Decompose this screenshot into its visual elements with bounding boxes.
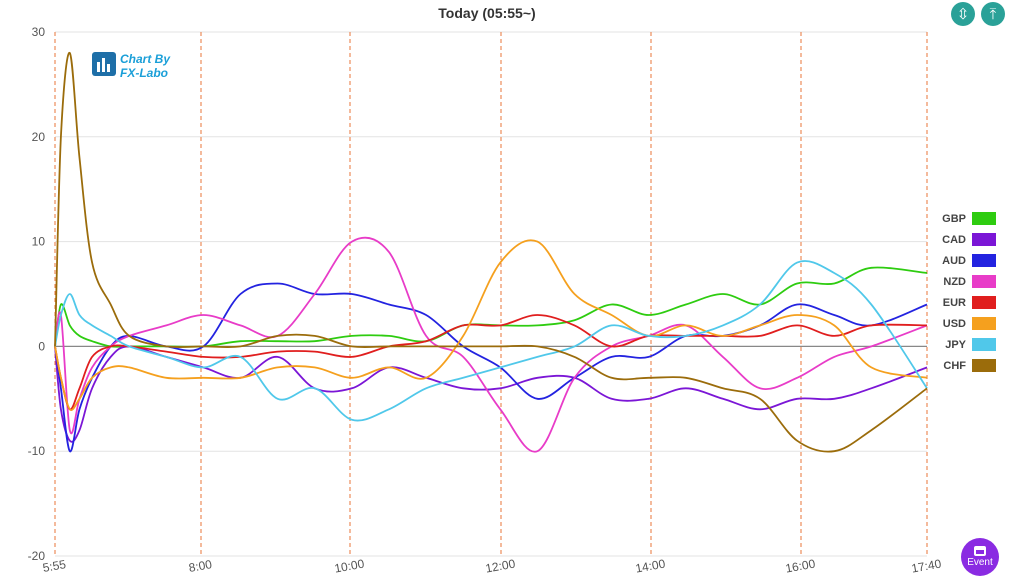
series-lines <box>54 52 928 453</box>
logo: Chart By FX-Labo <box>92 52 171 80</box>
x-tick-label: 5:55 <box>42 557 68 575</box>
x-tick-label: 12:00 <box>484 557 516 576</box>
legend-label: USD <box>943 318 966 330</box>
y-axis: -20 -10 0 10 20 30 <box>28 25 46 563</box>
logo-line-2: FX-Labo <box>120 66 168 80</box>
legend-swatch <box>972 254 996 267</box>
legend-swatch <box>972 212 996 225</box>
logo-line-1: Chart By <box>120 52 171 66</box>
expand-top-icon: ⤒ <box>989 5 997 23</box>
legend-item-chf[interactable]: CHF <box>943 359 996 372</box>
expand-top-button[interactable]: ⤒ <box>981 2 1005 26</box>
y-tick-label: 10 <box>32 235 46 249</box>
event-button[interactable]: Event <box>961 538 999 576</box>
legend-item-nzd[interactable]: NZD <box>943 275 996 288</box>
legend: GBP CAD AUD NZD EUR USD JPY CHF <box>942 212 996 372</box>
event-button-label: Event <box>967 557 993 568</box>
legend-swatch <box>972 296 996 309</box>
legend-item-jpy[interactable]: JPY <box>945 338 996 351</box>
legend-swatch <box>972 233 996 246</box>
chart-title: Today (05:55~) <box>438 5 535 21</box>
series-line-nzd <box>54 236 928 453</box>
legend-swatch <box>972 317 996 330</box>
legend-item-eur[interactable]: EUR <box>943 296 996 309</box>
legend-swatch <box>972 275 996 288</box>
series-line-aud <box>54 282 928 453</box>
x-axis: 5:55 8:00 10:00 12:00 14:00 16:00 17:40 <box>42 557 943 576</box>
x-tick-label: 14:00 <box>634 557 666 576</box>
series-line-chf <box>54 52 928 453</box>
series-line-eur <box>54 314 928 411</box>
legend-label: EUR <box>943 297 966 309</box>
legend-item-cad[interactable]: CAD <box>942 233 996 246</box>
y-tick-label: -10 <box>28 444 46 458</box>
legend-item-usd[interactable]: USD <box>943 317 996 330</box>
x-tick-label: 16:00 <box>784 557 816 576</box>
y-tick-label: -20 <box>28 549 46 563</box>
compress-vertical-button[interactable]: ⇳ <box>951 2 975 26</box>
legend-item-aud[interactable]: AUD <box>942 254 996 267</box>
legend-label: CHF <box>943 360 966 372</box>
legend-item-gbp[interactable]: GBP <box>942 212 996 225</box>
legend-label: NZD <box>943 276 966 288</box>
compress-vertical-icon: ⇳ <box>956 6 970 23</box>
legend-label: CAD <box>942 234 966 246</box>
series-line-jpy <box>54 260 928 422</box>
legend-label: AUD <box>942 255 966 267</box>
legend-label: JPY <box>945 339 966 351</box>
legend-swatch <box>972 338 996 351</box>
y-tick-label: 30 <box>32 25 46 39</box>
x-tick-label: 10:00 <box>333 557 365 576</box>
grid <box>54 31 928 557</box>
y-tick-label: 0 <box>38 339 45 353</box>
series-line-usd <box>54 239 928 411</box>
legend-swatch <box>972 359 996 372</box>
x-tick-label: 8:00 <box>188 557 214 575</box>
calendar-icon <box>974 546 986 556</box>
x-tick-label: 17:40 <box>910 557 942 576</box>
series-line-gbp <box>54 266 928 348</box>
legend-label: GBP <box>942 213 966 225</box>
y-tick-label: 20 <box>32 130 46 144</box>
